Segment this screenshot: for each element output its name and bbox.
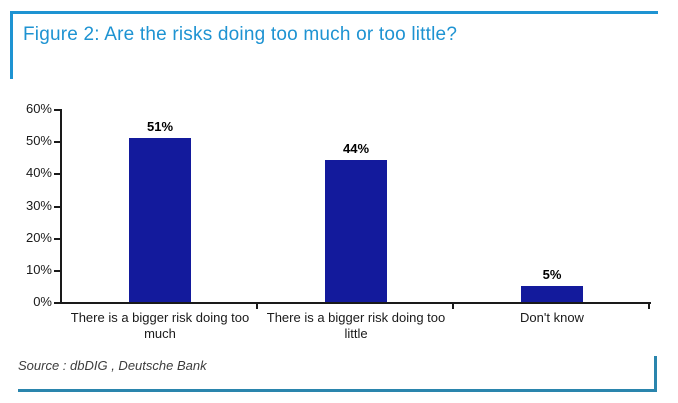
bar [521, 286, 583, 302]
x-tick [452, 302, 454, 309]
panel-bottom-border [18, 389, 657, 392]
x-category-label: Don't know [520, 310, 584, 325]
panel-bottom-right-stub [654, 356, 657, 392]
y-tick-label: 40% [25, 165, 52, 180]
y-tick [54, 302, 60, 304]
y-tick [54, 173, 60, 175]
bar-value-label: 44% [342, 141, 370, 156]
bar [129, 138, 191, 302]
source-note: Source : dbDIG , Deutsche Bank [18, 358, 207, 373]
x-tick [648, 302, 650, 309]
bar-value-label: 5% [542, 267, 562, 282]
x-category-label: There is a bigger risk doing too little [266, 310, 446, 341]
figure-title: Figure 2: Are the risks doing too much o… [23, 24, 458, 45]
y-tick [54, 238, 60, 240]
y-tick [54, 206, 60, 208]
panel-top-border [10, 11, 658, 14]
y-tick [54, 109, 60, 111]
x-axis-line [60, 302, 651, 304]
y-tick-label: 10% [25, 262, 52, 277]
y-tick-label: 20% [25, 230, 52, 245]
y-axis-line [60, 109, 62, 304]
y-tick [54, 141, 60, 143]
x-tick [256, 302, 258, 309]
panel-left-border [10, 11, 13, 79]
y-tick-label: 30% [25, 198, 52, 213]
y-tick-label: 0% [33, 294, 52, 309]
y-tick [54, 270, 60, 272]
y-tick-label: 50% [25, 133, 52, 148]
x-category-label: There is a bigger risk doing too much [70, 310, 250, 341]
bar [325, 160, 387, 302]
y-tick-label: 60% [25, 101, 52, 116]
bar-value-label: 51% [146, 119, 174, 134]
